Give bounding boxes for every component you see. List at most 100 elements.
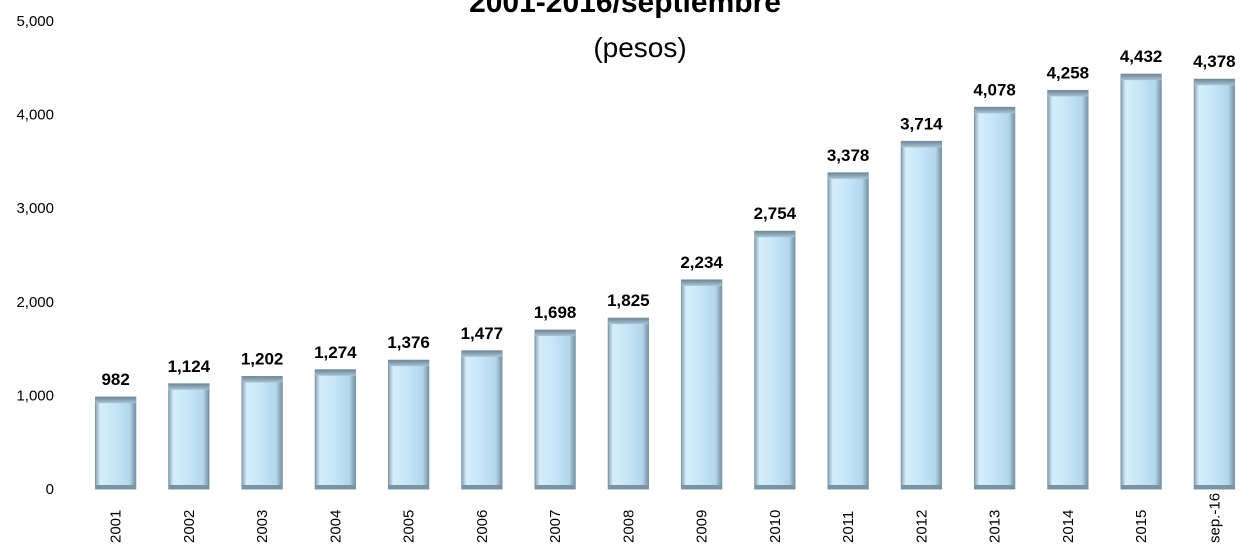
chart-title: 2001-2016/septiembre [469,0,781,19]
y-tick-label: 5,000 [16,13,54,30]
data-labels-group: 982 1,124 1,202 1,274 1,376 1,477 1,698 1,825 2,… [101,47,1235,389]
x-tick-label: 2007 [547,510,564,543]
x-tick-label: 2002 [181,510,198,543]
data-label: 1,124 [168,357,211,376]
data-label: 1,698 [534,303,577,322]
chart-subtitle: (pesos) [593,32,686,63]
bar [1120,73,1162,490]
bar-base [95,485,136,489]
bar-body [1047,89,1089,490]
bar-body [900,140,943,490]
bar [241,375,283,490]
bar-base [608,485,649,489]
data-label: 1,825 [607,291,650,310]
bar-cap [534,330,576,337]
bar-cap [1194,79,1235,86]
data-label: 3,714 [900,114,943,133]
bar-body [534,329,576,490]
bar-cap [901,141,942,148]
x-tick-label: 2003 [254,510,271,543]
bar [1193,78,1236,490]
bar-base [1120,485,1162,489]
bar-base [827,485,869,489]
data-label: 2,234 [680,253,723,272]
bar-cap [1047,90,1089,97]
bar-cap [168,383,210,390]
bar-cap [608,318,649,325]
bar-cap [461,350,503,357]
x-tick-label: 2008 [620,510,637,543]
bar-cap [241,376,283,383]
bar-cap [754,231,796,238]
data-label: 1,376 [387,333,430,352]
bar [314,369,357,490]
bar-cap [827,172,869,179]
bars-group [94,73,1236,490]
bar-body [94,396,137,490]
y-tick-label: 3,000 [16,200,54,217]
bar-body [387,359,430,490]
x-tick-label: 2006 [474,510,491,543]
x-tick-label: 2010 [767,510,784,543]
bar-cap [681,279,722,286]
bar-base [168,485,210,489]
bar-body [607,317,650,490]
bar [973,106,1016,490]
x-tick-label: 2001 [108,510,125,543]
bar-body [168,383,210,490]
bar [607,317,650,490]
bar [754,230,796,490]
x-tick-label: 2014 [1060,510,1077,543]
bar [94,396,137,490]
bar-base [388,485,429,489]
bar-body [1193,78,1236,490]
data-label: 1,202 [241,349,284,368]
x-tick-label: sep.-16 [1206,493,1223,543]
x-tick-label: 2013 [987,510,1004,543]
y-tick-label: 0 [46,481,54,498]
data-label: 4,432 [1120,47,1163,66]
bar-body [827,172,869,490]
bar-cap [315,369,356,376]
bar-body [314,369,357,490]
x-tick-label: 2011 [840,511,857,543]
bar-base [461,485,503,489]
bar-body [754,230,796,490]
data-label: 1,477 [461,324,504,343]
bar-base [315,485,356,489]
data-label: 1,274 [314,343,357,362]
bar [168,383,210,490]
bar [900,140,943,490]
x-tick-label: 2005 [401,510,418,543]
bar-base [681,485,722,489]
bar-cap [1120,74,1162,81]
bar-base [1047,485,1089,489]
data-label: 982 [101,370,129,389]
bar [827,172,869,490]
data-label: 4,258 [1047,63,1090,82]
bar [680,279,723,490]
x-tick-label: 2004 [327,510,344,543]
x-tick-label: 2015 [1133,510,1150,543]
x-tick-label: 2009 [694,510,711,543]
bar-base [241,485,283,489]
bar-base [901,485,942,489]
data-label: 4,378 [1193,52,1236,71]
bar-base [974,485,1015,489]
x-tick-label: 2012 [913,510,930,543]
bar-cap [974,107,1015,114]
bar-body [1120,73,1162,490]
y-tick-label: 1,000 [16,387,54,404]
bar [534,329,576,490]
y-tick-label: 4,000 [16,107,54,124]
bar [1047,89,1089,490]
y-axis: 0 1,000 2,000 3,000 4,000 5,000 [16,13,54,498]
data-label: 4,078 [973,80,1016,99]
bar-base [534,485,576,489]
bar-body [241,375,283,490]
bar [461,350,503,490]
bar-body [973,106,1016,490]
bar-body [680,279,723,490]
data-label: 2,754 [754,204,797,223]
